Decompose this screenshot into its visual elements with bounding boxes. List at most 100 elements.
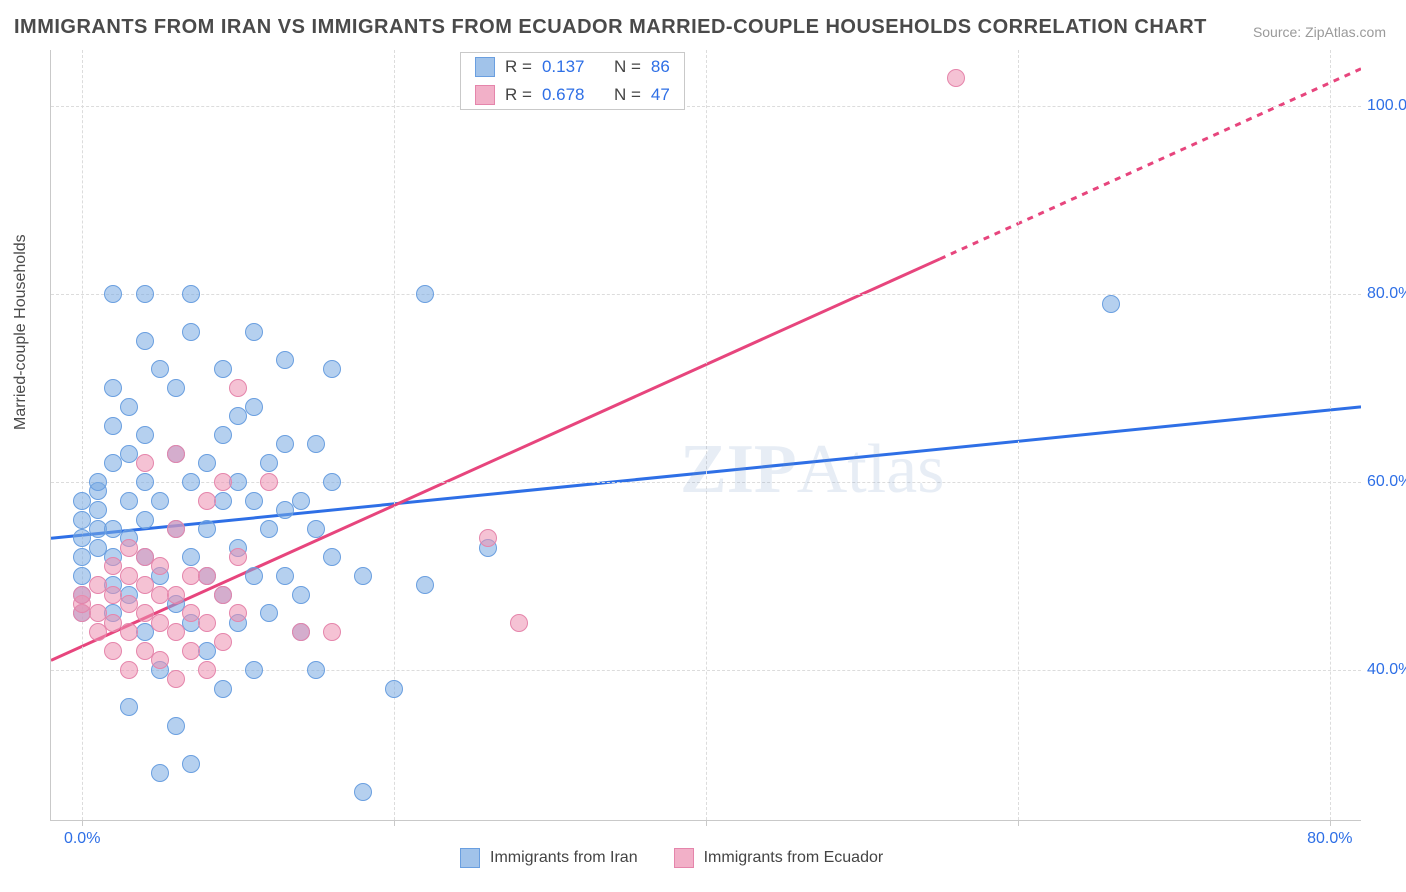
point-ecuador	[120, 623, 138, 641]
point-ecuador	[167, 670, 185, 688]
point-ecuador	[198, 492, 216, 510]
point-iran	[120, 398, 138, 416]
y-tick-label: 100.0%	[1367, 97, 1406, 115]
point-iran	[323, 360, 341, 378]
point-iran	[214, 492, 232, 510]
point-ecuador	[104, 642, 122, 660]
point-ecuador	[198, 661, 216, 679]
x-tick-label: 0.0%	[64, 830, 100, 848]
point-ecuador	[479, 529, 497, 547]
value-R-ecuador: 0.678	[542, 85, 585, 105]
point-iran	[120, 492, 138, 510]
point-iran	[214, 360, 232, 378]
scatter-plot: 40.0%60.0%80.0%100.0%0.0%80.0%	[50, 50, 1361, 821]
y-tick-label: 60.0%	[1367, 473, 1406, 491]
point-iran	[182, 285, 200, 303]
point-iran	[1102, 295, 1120, 313]
point-ecuador	[323, 623, 341, 641]
point-ecuador	[167, 520, 185, 538]
point-ecuador	[120, 661, 138, 679]
point-iran	[307, 661, 325, 679]
legend-item-ecuador: Immigrants from Ecuador	[674, 848, 884, 868]
label-R: R =	[505, 85, 532, 105]
point-iran	[354, 783, 372, 801]
point-iran	[214, 426, 232, 444]
trend-ecuador	[51, 259, 940, 660]
point-iran	[182, 548, 200, 566]
point-ecuador	[136, 454, 154, 472]
point-ecuador	[947, 69, 965, 87]
trend-ecuador-dash	[940, 69, 1361, 259]
point-iran	[104, 379, 122, 397]
point-ecuador	[214, 633, 232, 651]
x-tick-label: 80.0%	[1307, 830, 1352, 848]
point-iran	[292, 586, 310, 604]
point-iran	[136, 332, 154, 350]
source-label: Source: ZipAtlas.com	[1253, 24, 1386, 40]
y-axis-label: Married-couple Households	[12, 234, 30, 430]
swatch-iran	[475, 57, 495, 77]
label-R: R =	[505, 57, 532, 77]
point-ecuador	[229, 604, 247, 622]
label-N: N =	[614, 57, 641, 77]
stats-row-ecuador: R = 0.678 N = 47	[461, 81, 684, 109]
point-iran	[354, 567, 372, 585]
point-ecuador	[229, 548, 247, 566]
chart-title: IMMIGRANTS FROM IRAN VS IMMIGRANTS FROM …	[14, 16, 1207, 39]
point-ecuador	[229, 379, 247, 397]
y-tick-label: 80.0%	[1367, 285, 1406, 303]
point-iran	[104, 417, 122, 435]
point-ecuador	[167, 445, 185, 463]
value-N-ecuador: 47	[651, 85, 670, 105]
point-iran	[260, 520, 278, 538]
point-iran	[245, 492, 263, 510]
value-R-iran: 0.137	[542, 57, 585, 77]
point-iran	[276, 351, 294, 369]
point-iran	[136, 426, 154, 444]
point-ecuador	[167, 586, 185, 604]
point-iran	[198, 520, 216, 538]
point-ecuador	[182, 642, 200, 660]
point-iran	[136, 285, 154, 303]
point-iran	[416, 285, 434, 303]
stats-row-iran: R = 0.137 N = 86	[461, 53, 684, 81]
point-iran	[182, 323, 200, 341]
swatch-ecuador	[674, 848, 694, 868]
point-iran	[167, 379, 185, 397]
point-iran	[120, 698, 138, 716]
point-ecuador	[260, 473, 278, 491]
point-iran	[182, 473, 200, 491]
value-N-iran: 86	[651, 57, 670, 77]
point-ecuador	[214, 586, 232, 604]
series-legend: Immigrants from Iran Immigrants from Ecu…	[460, 848, 883, 868]
point-ecuador	[214, 473, 232, 491]
legend-label-ecuador: Immigrants from Ecuador	[704, 849, 884, 867]
point-ecuador	[198, 567, 216, 585]
point-iran	[245, 661, 263, 679]
point-iran	[260, 454, 278, 472]
point-ecuador	[151, 557, 169, 575]
point-iran	[245, 567, 263, 585]
point-iran	[104, 285, 122, 303]
legend-label-iran: Immigrants from Iran	[490, 849, 638, 867]
point-iran	[245, 398, 263, 416]
point-ecuador	[510, 614, 528, 632]
point-iran	[385, 680, 403, 698]
point-iran	[151, 360, 169, 378]
point-iran	[229, 473, 247, 491]
y-tick-label: 40.0%	[1367, 661, 1406, 679]
point-iran	[167, 717, 185, 735]
point-iran	[198, 454, 216, 472]
point-ecuador	[198, 614, 216, 632]
point-iran	[323, 548, 341, 566]
point-ecuador	[292, 623, 310, 641]
legend-item-iran: Immigrants from Iran	[460, 848, 638, 868]
point-iran	[151, 492, 169, 510]
swatch-iran	[460, 848, 480, 868]
point-iran	[323, 473, 341, 491]
stats-legend-box: R = 0.137 N = 86 R = 0.678 N = 47	[460, 52, 685, 110]
point-iran	[136, 473, 154, 491]
point-iran	[307, 520, 325, 538]
point-ecuador	[167, 623, 185, 641]
point-ecuador	[151, 651, 169, 669]
